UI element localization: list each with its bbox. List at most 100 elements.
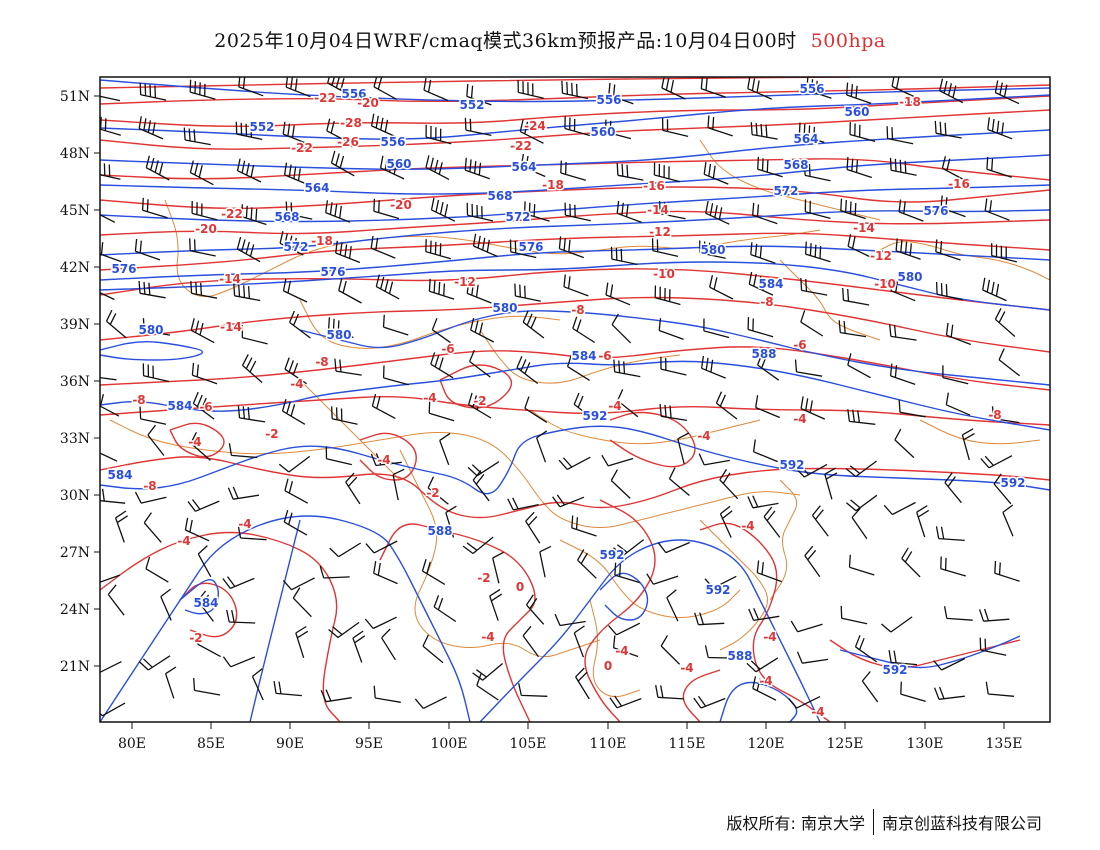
wind-barb (616, 200, 642, 224)
wind-barb (464, 117, 492, 137)
wind-barb (746, 657, 779, 673)
wind-barb (328, 621, 360, 639)
wind-barb (916, 505, 930, 538)
wind-barb (986, 156, 1012, 178)
wind-barb (888, 324, 917, 341)
lat-label: 30N (60, 488, 90, 504)
wind-barb (719, 469, 739, 500)
height-contour (100, 154, 1050, 195)
wind-barb (747, 77, 772, 100)
wind-barb (613, 359, 641, 378)
wind-barb (295, 625, 309, 658)
temperature-contour (100, 268, 1050, 311)
wind-barb (462, 536, 494, 555)
wind-barb (558, 456, 591, 470)
wind-barb (848, 554, 875, 576)
wind-barb (382, 365, 409, 386)
wind-barb (845, 460, 877, 478)
contour-label: 564 (304, 181, 329, 195)
height-contour (179, 578, 220, 615)
contour-label: 0 (516, 580, 524, 594)
wind-barb (700, 355, 726, 379)
wind-barb (226, 609, 256, 624)
wind-barb (798, 122, 825, 144)
contour-label: 568 (783, 158, 808, 172)
wind-barb (147, 424, 165, 456)
wind-barb (514, 283, 541, 302)
contour-label: 576 (923, 204, 948, 218)
height-contour (599, 572, 649, 621)
wind-barb (189, 79, 216, 100)
contour-label: 580 (897, 270, 922, 284)
wind-barb (472, 470, 490, 502)
wind-barb (364, 616, 397, 630)
wind-barb (752, 676, 777, 701)
wind-barb (566, 354, 590, 381)
wind-barb (889, 363, 916, 386)
wind-barb (237, 525, 267, 541)
wind-barb (757, 156, 783, 178)
wind-barb (100, 292, 115, 301)
temperature-contour (100, 186, 1050, 210)
wind-barb (160, 588, 172, 621)
wind-barb (993, 473, 1012, 505)
wind-barb (281, 399, 306, 425)
wind-barb (845, 82, 872, 105)
footer-divider (872, 809, 874, 835)
wind-barb (279, 231, 304, 256)
wind-barb (661, 117, 689, 138)
wind-barb (699, 240, 726, 259)
lat-label: 27N (60, 545, 90, 561)
wind-barb (940, 556, 966, 577)
temperature-contour (439, 364, 513, 409)
footer: 版权所有: 南京大学 南京创蓝科技有限公司 (727, 809, 1042, 835)
axes: 51N 48N 45N 42N 39N 36N 33N 30N 27N 24N 21N 80E 85E 9… (60, 89, 1023, 752)
wind-barb (523, 201, 550, 222)
wind-barb (933, 657, 966, 671)
wind-barb (439, 432, 451, 466)
contour-label: -4 (741, 519, 754, 533)
wind-barb (100, 488, 126, 504)
contour-label: -2 (473, 394, 486, 408)
contour-label: 556 (380, 135, 405, 149)
wind-barb (564, 202, 591, 222)
wind-barb (466, 84, 492, 106)
wind-barb (608, 82, 634, 105)
wind-barb (804, 241, 831, 263)
wind-barb (189, 238, 216, 257)
contour-label: 556 (596, 93, 621, 107)
contour-label: -8 (571, 303, 584, 317)
temperature-contour (699, 522, 831, 722)
company-name: 南京创蓝科技有限公司 (881, 814, 1042, 833)
lat-label: 24N (60, 602, 90, 618)
wind-barb (901, 547, 921, 578)
contour-label: -4 (290, 377, 303, 391)
wind-barb (994, 308, 1016, 337)
wind-barb (612, 635, 639, 658)
wind-barb (518, 683, 548, 697)
wind-barb (191, 200, 218, 221)
wind-barb (381, 628, 396, 661)
wind-barb (319, 565, 350, 579)
contour-label: 572 (773, 184, 798, 198)
wind-barb (105, 309, 127, 339)
wind-barb (939, 78, 964, 104)
wind-barb (289, 310, 311, 339)
wind-barb (658, 201, 686, 220)
contour-label: -4 (697, 429, 710, 443)
wind-barb (851, 507, 868, 540)
temperature-contour (100, 158, 1050, 181)
wind-barb (942, 365, 969, 385)
wind-barb (143, 512, 162, 543)
wind-barb (139, 406, 167, 425)
wind-barb (934, 120, 962, 139)
boundary-lines (109, 139, 1050, 698)
wind-barb (539, 545, 552, 578)
wind-barb (840, 198, 866, 220)
wind-barb (282, 121, 308, 145)
contour-label: 584 (758, 277, 783, 291)
wind-barb (794, 359, 823, 377)
wind-barb (197, 632, 221, 658)
wind-barb (431, 318, 454, 346)
wind-barb (327, 317, 354, 339)
